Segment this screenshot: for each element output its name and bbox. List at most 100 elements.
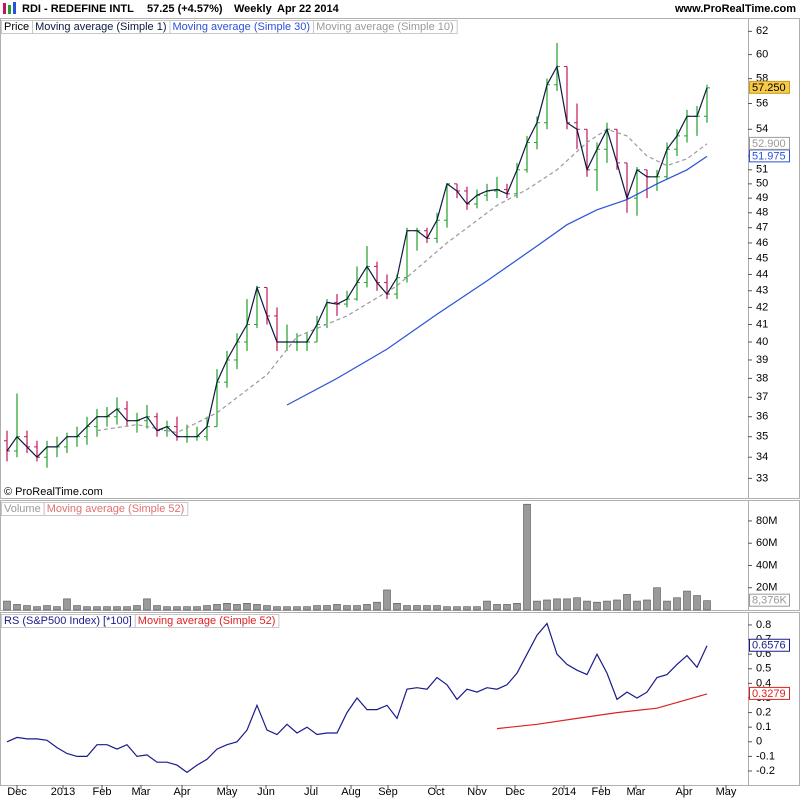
last-value-label: 51.975 xyxy=(752,150,786,162)
volume-bar xyxy=(413,605,421,611)
x-tick-label: May xyxy=(716,786,737,798)
volume-bar xyxy=(613,599,621,611)
y-tick-label: 0.8 xyxy=(756,619,771,631)
y-tick-label: 45 xyxy=(756,252,768,264)
last-value-box xyxy=(749,149,790,163)
volume-bar xyxy=(433,605,441,611)
volume-bar xyxy=(593,601,601,611)
volume-bar xyxy=(483,600,491,611)
y-tick-label: 41 xyxy=(756,318,768,330)
site: www.ProRealTime.com xyxy=(674,3,796,15)
logo-bar xyxy=(13,2,16,14)
x-tick-label: Nov xyxy=(467,786,487,798)
y-tick-label: 60M xyxy=(756,537,777,549)
legend-label: Moving average (Simple 10) xyxy=(316,21,454,33)
volume-bar xyxy=(43,605,51,611)
volume-bar xyxy=(203,605,211,611)
volume-bar xyxy=(363,604,371,611)
y-tick-label: 42 xyxy=(756,301,768,313)
y-tick-label: -0.2 xyxy=(756,765,775,777)
y-tick-label: 38 xyxy=(756,372,768,384)
volume-bar xyxy=(173,606,181,611)
volume-bar xyxy=(103,606,111,611)
volume-bar xyxy=(553,598,561,611)
logo-bar xyxy=(3,3,6,14)
volume-bar xyxy=(313,605,321,611)
moving-average-line xyxy=(96,128,708,434)
x-tick-label: Feb xyxy=(592,786,611,798)
y-tick-label: 0.5 xyxy=(756,663,771,675)
y-tick-label: 56 xyxy=(756,97,768,109)
last-value-box xyxy=(749,638,790,652)
logo-bar xyxy=(8,5,11,14)
volume-bar xyxy=(383,589,391,611)
volume-bar xyxy=(53,606,61,611)
x-tick-label: May xyxy=(217,786,238,798)
x-tick-label: Feb xyxy=(93,786,112,798)
volume-bar xyxy=(263,605,271,611)
volume-bar xyxy=(683,590,691,611)
volume-bar xyxy=(503,604,511,611)
volume-bar xyxy=(443,606,451,611)
volume-bar xyxy=(493,604,501,611)
volume-bar xyxy=(423,605,431,611)
volume-bar xyxy=(523,503,531,611)
y-tick-label: 39 xyxy=(756,354,768,366)
volume-bar xyxy=(163,606,171,611)
close-line xyxy=(6,64,708,459)
volume-bar xyxy=(643,599,651,611)
volume-bar xyxy=(243,603,251,611)
y-tick-label: 43 xyxy=(756,285,768,297)
volume-bar xyxy=(273,606,281,611)
volume-bar xyxy=(93,606,101,611)
last-value-box xyxy=(749,593,790,607)
legend-label: Moving average (Simple 30) xyxy=(173,21,311,33)
y-tick-label: 20M xyxy=(756,582,777,594)
legend-label: RS (S&P500 Index) [*100] xyxy=(4,615,132,627)
volume-bar xyxy=(473,606,481,611)
volume-bar xyxy=(293,606,301,611)
volume-bar xyxy=(603,600,611,611)
volume-bar xyxy=(693,595,701,611)
legend-label: Volume xyxy=(4,503,41,515)
volume-bar xyxy=(83,606,91,611)
y-tick-label: 48 xyxy=(756,207,768,219)
volume-bar xyxy=(393,603,401,611)
legend-label: Moving average (Simple 52) xyxy=(138,615,276,627)
y-tick-label: 60 xyxy=(756,48,768,60)
x-tick-label: Aug xyxy=(341,786,361,798)
volume-bar xyxy=(543,599,551,611)
y-tick-label: 54 xyxy=(756,123,768,135)
volume-bar xyxy=(13,604,21,611)
y-tick-label: 34 xyxy=(756,451,768,463)
volume-bar xyxy=(673,597,681,611)
last-value-box xyxy=(749,136,790,150)
x-tick-label: Mar xyxy=(627,786,646,798)
volume-bar xyxy=(283,606,291,611)
x-tick-label: Apr xyxy=(675,786,692,798)
x-tick-label: Sep xyxy=(378,786,398,798)
y-tick-label: 0.2 xyxy=(756,706,771,718)
volume-bar xyxy=(183,606,191,611)
volume-bar xyxy=(533,600,541,611)
volume-bar xyxy=(343,605,351,611)
x-tick-label: 2013 xyxy=(51,786,75,798)
volume-bar xyxy=(73,605,81,611)
last-value-label: 8,376K xyxy=(752,595,788,607)
volume-bar xyxy=(403,605,411,611)
volume-bar xyxy=(253,604,261,611)
volume-bar xyxy=(143,598,151,611)
y-tick-label: 0.1 xyxy=(756,721,771,733)
volume-bar xyxy=(573,597,581,611)
volume-bar xyxy=(213,604,221,611)
x-tick-label: Apr xyxy=(173,786,190,798)
y-tick-label: 46 xyxy=(756,237,768,249)
y-tick-label: 35 xyxy=(756,431,768,443)
date: Apr 22 2014 xyxy=(277,3,340,15)
y-tick-label: 40 xyxy=(756,336,768,348)
volume-bar xyxy=(563,598,571,611)
y-tick-label: 51 xyxy=(756,164,768,176)
volume-bar xyxy=(453,606,461,611)
